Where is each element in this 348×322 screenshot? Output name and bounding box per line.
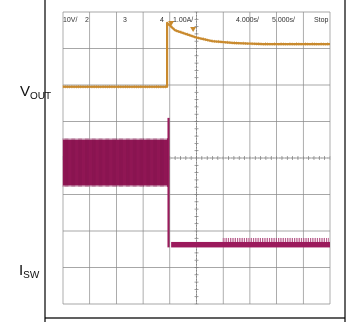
trigger-markers <box>168 21 197 32</box>
header-status: Stop <box>314 17 329 24</box>
vout-label-sub: OUT <box>30 91 51 102</box>
isw-band-after <box>171 241 330 248</box>
isw-spikes <box>222 237 329 242</box>
header-time-div: 4.000s/ <box>236 17 259 24</box>
header-ch4-scale: 1.00A/ <box>173 17 193 24</box>
header-sample: 5.000s/ <box>272 17 295 24</box>
header-ch4: 4 <box>160 17 164 24</box>
isw-band-texture <box>62 138 168 187</box>
vout-noise <box>62 21 329 89</box>
trigger-arrow-icon <box>168 21 175 26</box>
header-ch1: 10V/ <box>63 17 77 24</box>
isw-label-sub: SW <box>23 270 40 281</box>
isw-label: ISW <box>19 262 40 281</box>
trigger-arrow-icon <box>190 27 197 32</box>
header-ch3: 3 <box>123 17 127 24</box>
vout-label: VOUT <box>20 83 51 102</box>
plot-frame <box>44 0 346 322</box>
vout-label-main: V <box>20 83 30 100</box>
grid <box>62 11 331 305</box>
scope-header: 10V/ 2 3 4 1.00A/ 4.000s/ 5.000s/ Stop <box>63 17 329 24</box>
isw-label-main: I <box>19 262 23 279</box>
traces <box>62 21 330 248</box>
header-ch2: 2 <box>85 17 89 24</box>
